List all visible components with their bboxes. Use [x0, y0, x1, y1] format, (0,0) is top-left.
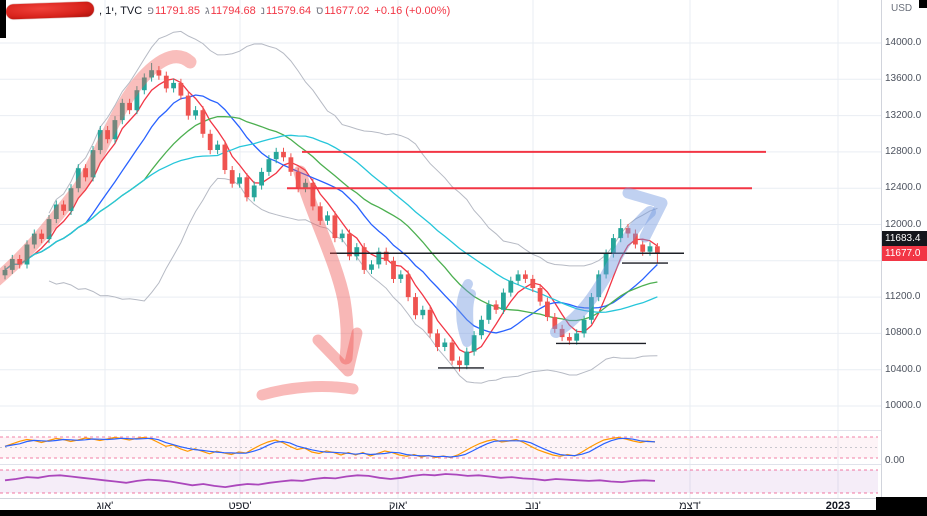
- price-axis-label: 13600.0: [885, 73, 922, 85]
- price-axis[interactable]: USD 14000.0 13600.0 13200.0 12800.0 12400.0 1…: [881, 0, 927, 498]
- time-axis-label: דצמ': [679, 500, 701, 512]
- price-axis-label: 12800.0: [885, 145, 922, 157]
- time-axis-label: אוג': [96, 500, 114, 512]
- currency-label: USD: [891, 3, 913, 14]
- screen-artifact-bottom-strip: [0, 510, 927, 516]
- price-axis-label: 11200.0: [885, 291, 921, 303]
- ohlc-legend: , 1י, TVC פ 11791.85 ג 11794.68 נ 11579.…: [5, 1, 451, 20]
- price-axis-label: 10800.0: [885, 327, 922, 339]
- open-label: פ: [147, 4, 154, 17]
- time-axis-label: 2023: [825, 500, 851, 512]
- low-value: 11579.64: [266, 4, 312, 17]
- close-field: ס 11677.02: [316, 5, 369, 17]
- low-field: נ 11579.64: [261, 5, 311, 17]
- price-axis-label: 10000.0: [885, 400, 922, 411]
- high-value: 11794.68: [210, 4, 256, 17]
- level-price-badge: 11683.4: [882, 230, 927, 246]
- symbol-info[interactable]: , 1י, TVC: [99, 4, 143, 17]
- screen-artifact-top-right: [919, 0, 927, 8]
- open-field: פ 11791.85: [147, 5, 200, 17]
- price-axis-label: 10400.0: [885, 363, 922, 375]
- time-axis[interactable]: אוג' ספט' אוק' נוב' דצמ' 2023: [0, 498, 881, 512]
- change-value: +0.16 (+0.00%): [374, 4, 451, 17]
- candlestick-chart-canvas[interactable]: [0, 0, 881, 498]
- current-price-badge: 11677.0: [882, 245, 927, 261]
- high-field: ג 11794.68: [205, 5, 256, 17]
- screen-artifact-bottom-right: [876, 497, 927, 516]
- indicator-zero-label: 0.00: [885, 455, 905, 466]
- price-axis-label: 12400.0: [885, 182, 922, 194]
- screen-artifact-top-left: [0, 0, 6, 38]
- price-axis-label: 14000.0: [885, 37, 922, 48]
- low-label: נ: [260, 4, 266, 17]
- close-label: ס: [316, 4, 324, 17]
- high-label: ג: [205, 4, 210, 17]
- time-axis-label: נוב': [525, 500, 541, 512]
- main-chart[interactable]: [0, 0, 881, 498]
- time-axis-label: ספט': [228, 500, 252, 512]
- time-axis-label: אוק': [388, 500, 408, 512]
- symbol-redaction-sticker: [5, 1, 95, 20]
- price-axis-label: 13200.0: [885, 109, 922, 121]
- price-axis-label: 12000.0: [885, 218, 922, 230]
- close-value: 11677.02: [324, 4, 370, 17]
- open-value: 11791.85: [154, 4, 201, 17]
